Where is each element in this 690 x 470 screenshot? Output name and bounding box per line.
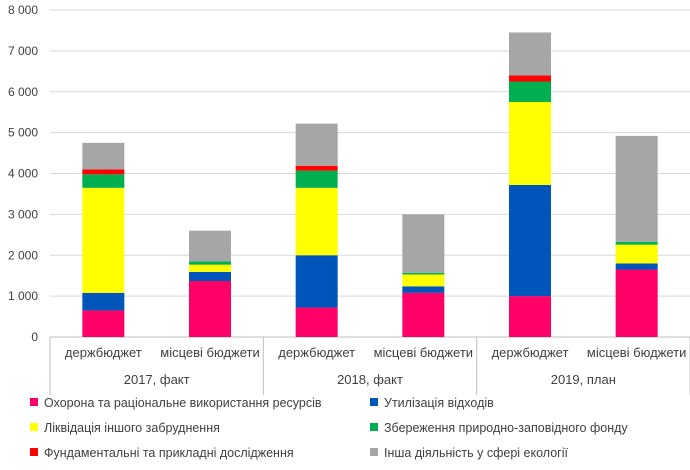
bar-segment — [402, 272, 445, 275]
legend-item: Утилізація відходів — [370, 396, 494, 410]
bar-segment — [509, 75, 551, 82]
bar-segment — [82, 310, 125, 337]
legend-label: Ліквідація іншого забруднення — [44, 421, 220, 435]
bar-segment — [82, 174, 125, 188]
bar-segment — [295, 255, 338, 308]
bar-segment — [295, 123, 338, 166]
bar-segment — [509, 184, 551, 297]
legend: Охорона та раціональне використання ресу… — [30, 396, 628, 460]
legend-label: Утилізація відходів — [384, 396, 494, 410]
y-tick-label: 5 000 — [8, 126, 38, 140]
legend-swatch — [370, 448, 378, 456]
legend-label: Фундаментальні та прикладні дослідження — [44, 446, 294, 460]
x-category-label: місцеві бюджети — [160, 345, 259, 360]
x-group-label: 2017, факт — [124, 372, 190, 387]
bar-segment — [615, 241, 658, 245]
legend-item: Інша діяльність у сфері екології — [370, 446, 568, 460]
legend-swatch — [30, 448, 38, 456]
legend-label: Охорона та раціональне використання ресу… — [44, 396, 322, 410]
bar-stack — [295, 123, 338, 337]
bar-segment — [509, 101, 551, 185]
bar-segment — [509, 32, 551, 76]
x-category-label: місцеві бюджети — [374, 345, 473, 360]
bar-segment — [615, 269, 658, 337]
y-tick-label: 6 000 — [8, 85, 38, 99]
bar-stack — [509, 32, 551, 337]
x-category-label: місцеві бюджети — [587, 345, 686, 360]
bar-segment — [189, 272, 231, 282]
gridlines — [50, 9, 690, 338]
bar-segment — [82, 169, 125, 175]
y-tick-label: 0 — [31, 330, 38, 344]
bar-segment — [615, 263, 658, 270]
x-category-label: держбюджет — [492, 345, 569, 360]
legend-label: Збереження природно-заповідного фонду — [384, 421, 628, 435]
bar-segment — [509, 81, 551, 102]
x-category-label: держбюджет — [65, 345, 142, 360]
bar-segment — [295, 165, 338, 171]
bar-segment — [295, 187, 338, 256]
bar-segment — [295, 170, 338, 188]
legend-swatch — [370, 398, 378, 406]
y-tick-label: 4 000 — [8, 167, 38, 181]
legend-swatch — [30, 423, 38, 431]
y-tick-label: 3 000 — [8, 207, 38, 221]
bar-segment — [82, 187, 125, 293]
bar-segment — [402, 214, 445, 273]
bar-segment — [615, 135, 658, 242]
legend-item: Збереження природно-заповідного фонду — [370, 421, 628, 435]
bar-segment — [509, 296, 551, 337]
bar-stack — [189, 230, 231, 337]
x-axis: держбюджет місцеві бюджети держбюджет місце… — [49, 337, 690, 395]
bar-stack — [615, 135, 658, 337]
bar-segment — [402, 286, 445, 293]
bar-segment — [189, 281, 231, 337]
legend-swatch — [370, 423, 378, 431]
legend-item: Фундаментальні та прикладні дослідження — [30, 446, 294, 460]
bar-stack — [82, 142, 125, 337]
legend-swatch — [30, 398, 38, 406]
bar-segment — [189, 261, 231, 265]
x-group-label: 2018, факт — [337, 372, 403, 387]
x-group-label: 2019, план — [551, 372, 616, 387]
bar-segment — [82, 292, 125, 311]
y-tick-label: 1 000 — [8, 289, 38, 303]
bar-segment — [402, 292, 445, 337]
bar-stack — [402, 214, 445, 337]
y-tick-label: 2 000 — [8, 248, 38, 262]
y-tick-label: 7 000 — [8, 44, 38, 58]
bar-segment — [402, 274, 445, 287]
bar-segment — [189, 230, 231, 262]
bar-segment — [295, 307, 338, 337]
legend-item: Ліквідація іншого забруднення — [30, 421, 220, 435]
y-axis-tick-labels: 0 1 000 2 000 3 000 4 000 5 000 6 000 7 000 8 00… — [8, 3, 38, 344]
bar-stacks — [82, 32, 658, 337]
bar-segment — [189, 264, 231, 273]
y-tick-label: 8 000 — [8, 3, 38, 17]
bar-segment — [615, 244, 658, 264]
bar-segment — [82, 142, 125, 170]
legend-item: Охорона та раціональне використання ресу… — [30, 396, 322, 410]
x-category-label: держбюджет — [278, 345, 355, 360]
legend-label: Інша діяльність у сфері екології — [384, 446, 568, 460]
